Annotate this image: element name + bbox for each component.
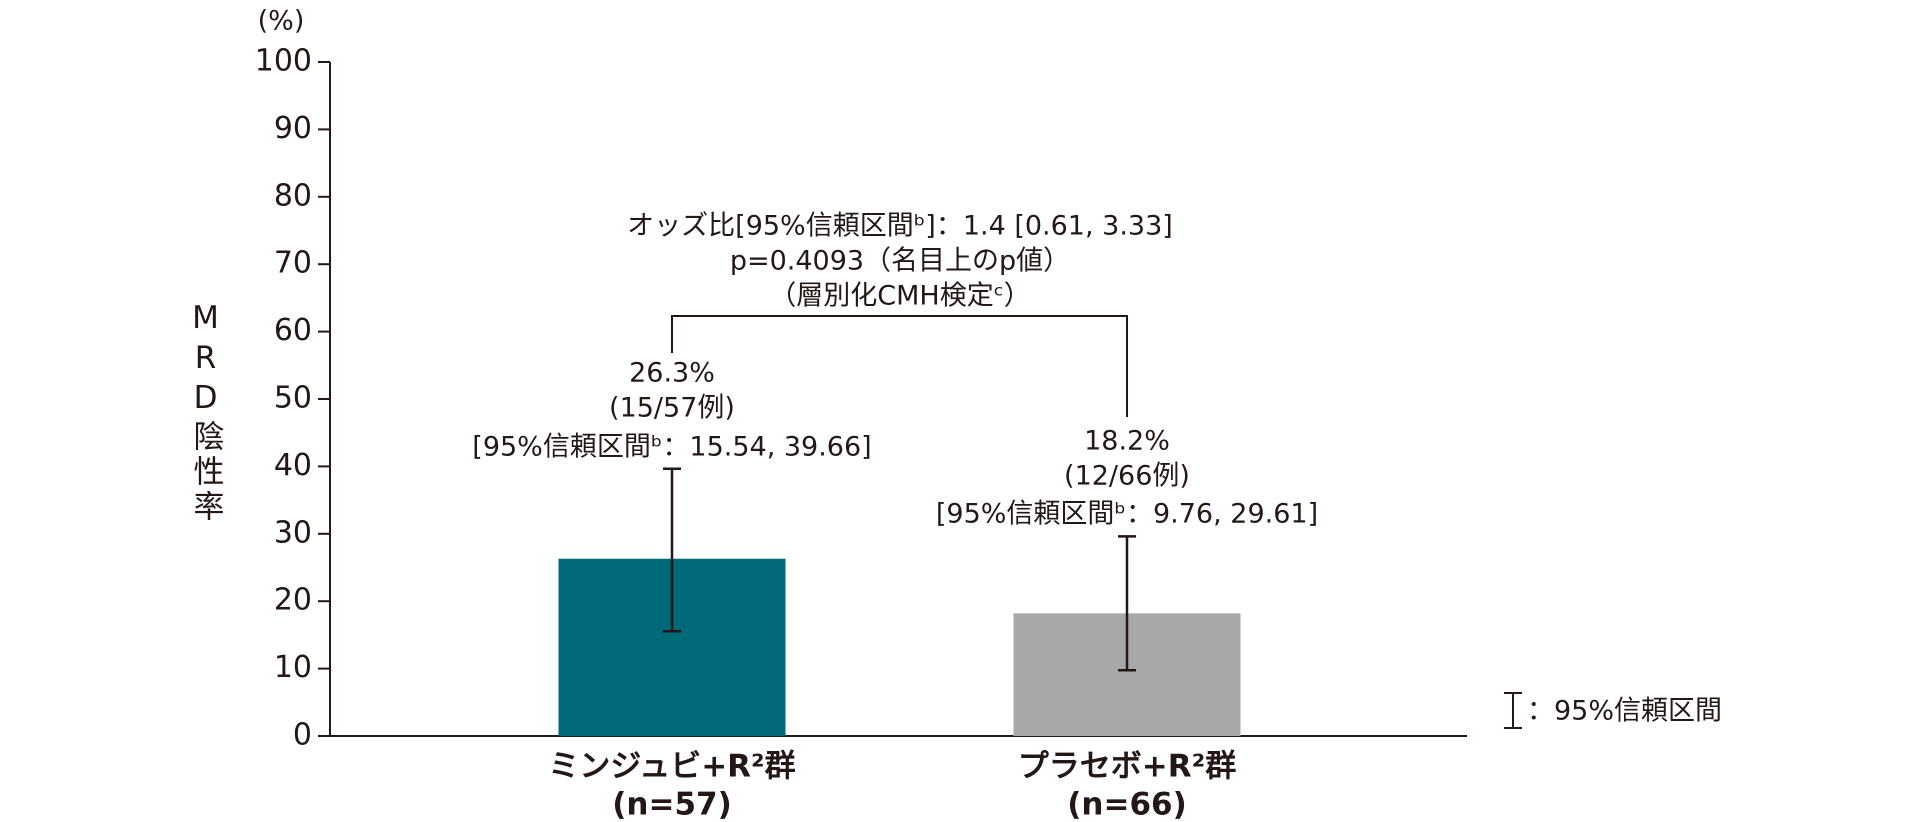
y-tick-label: 30 bbox=[274, 515, 312, 550]
y-tick-label: 60 bbox=[274, 313, 312, 348]
count-label: (15/57例) bbox=[609, 393, 735, 424]
y-tick-label: 80 bbox=[274, 178, 312, 213]
y-tick-label: 100 bbox=[255, 44, 312, 79]
error-bar bbox=[663, 467, 681, 633]
x-tick-sublabel: (n=57) bbox=[612, 787, 732, 822]
y-tick-label: 70 bbox=[274, 246, 312, 281]
value-label: 26.3% bbox=[629, 358, 715, 389]
y-axis-label: MRD陰性率 bbox=[188, 300, 225, 525]
legend-icon bbox=[1504, 692, 1522, 729]
y-tick-label: 90 bbox=[274, 111, 312, 146]
y-tick-label: 20 bbox=[274, 583, 312, 618]
y-unit: (%) bbox=[258, 6, 305, 37]
y-tick-label: 0 bbox=[293, 718, 312, 753]
legend-label: ：95%信頼区間 bbox=[1527, 696, 1722, 727]
annotation: オッズ比[95%信頼区間ᵇ]：1.4 [0.61, 3.33] bbox=[627, 211, 1173, 242]
ci-label: [95%信頼区間ᵇ：9.76, 29.61] bbox=[936, 499, 1318, 530]
y-tick-label: 50 bbox=[274, 381, 312, 416]
value-label: 18.2% bbox=[1084, 426, 1170, 457]
x-tick-sublabel: (n=66) bbox=[1067, 787, 1187, 822]
y-tick-label: 40 bbox=[274, 448, 312, 483]
ci-label: [95%信頼区間ᵇ：15.54, 39.66] bbox=[472, 432, 871, 463]
x-tick-label: プラセボ+R²群 bbox=[1018, 749, 1236, 785]
annotation: （層別化CMH検定ᶜ） bbox=[769, 281, 1030, 312]
annotation: p=0.4093（名目上のp値） bbox=[730, 246, 1070, 277]
count-label: (12/66例) bbox=[1064, 461, 1190, 492]
y-tick-label: 10 bbox=[274, 650, 312, 685]
error-bar bbox=[1118, 535, 1136, 672]
x-tick-label: ミンジュビ+R²群 bbox=[548, 749, 795, 785]
comparison-bracket bbox=[671, 315, 1128, 417]
